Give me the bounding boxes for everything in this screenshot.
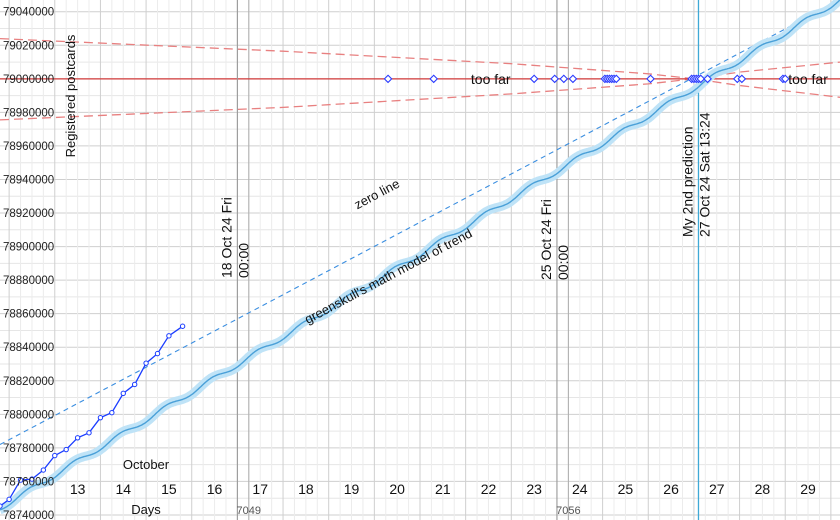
observed-point — [97, 414, 104, 421]
observed-point — [166, 333, 172, 339]
observed-point — [109, 409, 115, 416]
week-tick-label: 7049 — [237, 505, 261, 517]
prediction-marker — [696, 74, 706, 84]
x-tick-label: 16 — [207, 481, 223, 497]
prediction-marker — [568, 74, 578, 84]
x-tick-label: 23 — [526, 481, 542, 497]
y-tick-label: 78920000 — [3, 208, 54, 220]
y-tick-label: 78740000 — [3, 510, 54, 520]
y-tick-label: 79020000 — [3, 40, 54, 52]
x-tick-label: 28 — [755, 481, 771, 497]
chart-points — [0, 74, 790, 509]
observed-point — [0, 503, 3, 509]
x-tick-label: 22 — [481, 481, 497, 497]
y-tick-label: 78780000 — [3, 443, 54, 455]
observed-point — [143, 360, 149, 366]
x-tick-label: 27 — [709, 481, 725, 497]
observed-point — [154, 350, 161, 357]
observed-point — [52, 452, 58, 459]
marker-label: My 2nd prediction — [679, 126, 695, 237]
x-tick-label: 14 — [115, 481, 131, 497]
y-tick-label: 78900000 — [3, 242, 54, 254]
y-tick-label: 78860000 — [3, 309, 54, 321]
zero-line-label: zero line — [352, 176, 402, 212]
y-tick-label: 78940000 — [3, 174, 54, 186]
prediction-marker — [611, 74, 621, 84]
prediction-marker — [646, 74, 655, 84]
prediction-marker — [703, 74, 712, 84]
prediction-marker — [550, 74, 560, 84]
prediction-marker — [737, 74, 747, 84]
marker-label: 00:00 — [235, 243, 251, 278]
y-tick-label: 79040000 — [3, 7, 54, 19]
y-tick-label: 79000000 — [3, 74, 54, 86]
x-tick-label: 19 — [344, 481, 360, 497]
prediction-marker — [383, 74, 393, 84]
x-tick-label: 20 — [389, 481, 405, 497]
x-tick-label: 21 — [435, 481, 451, 497]
x-tick-label: 25 — [618, 481, 634, 497]
observed-point — [6, 496, 12, 503]
observed-point — [131, 381, 138, 388]
prediction-label: too far — [471, 71, 511, 87]
x-tick-label: 15 — [161, 481, 177, 497]
week-tick-label: 7056 — [556, 505, 580, 517]
y-tick-label: 78840000 — [3, 342, 54, 354]
lower-bound-line — [0, 78, 840, 121]
marker-label: 18 Oct 24 Fri — [218, 197, 234, 278]
x-tick-label: 26 — [663, 481, 679, 497]
observed-point — [86, 430, 92, 436]
x-axis-label: Days — [131, 502, 161, 517]
y-tick-label: 78820000 — [3, 376, 54, 388]
x-tick-label: 17 — [252, 481, 268, 497]
x-tick-label: 13 — [70, 481, 86, 497]
y-tick-label: 78880000 — [3, 275, 54, 287]
y-tick-label: 78980000 — [3, 107, 54, 119]
observed-point — [63, 446, 69, 453]
model-trend-label: greenskull's math model of trend — [302, 226, 475, 327]
x-tick-label: 24 — [572, 481, 588, 497]
observed-point — [29, 476, 35, 482]
y-axis-label: Registered postcards — [63, 34, 78, 157]
observed-point — [74, 435, 81, 441]
x-tick-label: 18 — [298, 481, 314, 497]
y-tick-label: 78960000 — [3, 141, 54, 153]
prediction-marker — [780, 74, 790, 84]
y-tick-label: 78760000 — [3, 476, 54, 488]
x-tick-label: 29 — [800, 481, 816, 497]
observed-point — [179, 323, 186, 329]
prediction-marker — [559, 74, 569, 84]
marker-label: 27 Oct 24 Sat 13:24 — [696, 112, 712, 237]
marker-label: 00:00 — [555, 245, 571, 280]
month-label: October — [123, 457, 170, 472]
upper-bound-line — [0, 37, 840, 80]
observed-point — [17, 477, 24, 483]
y-tick-label: 78800000 — [3, 409, 54, 421]
marker-label: 25 Oct 24 Fri — [538, 199, 554, 280]
prediction-marker — [529, 74, 539, 84]
observed-point — [120, 390, 126, 397]
prediction-label: too far — [788, 71, 828, 87]
prediction-marker — [429, 74, 439, 84]
observed-point — [40, 467, 47, 473]
